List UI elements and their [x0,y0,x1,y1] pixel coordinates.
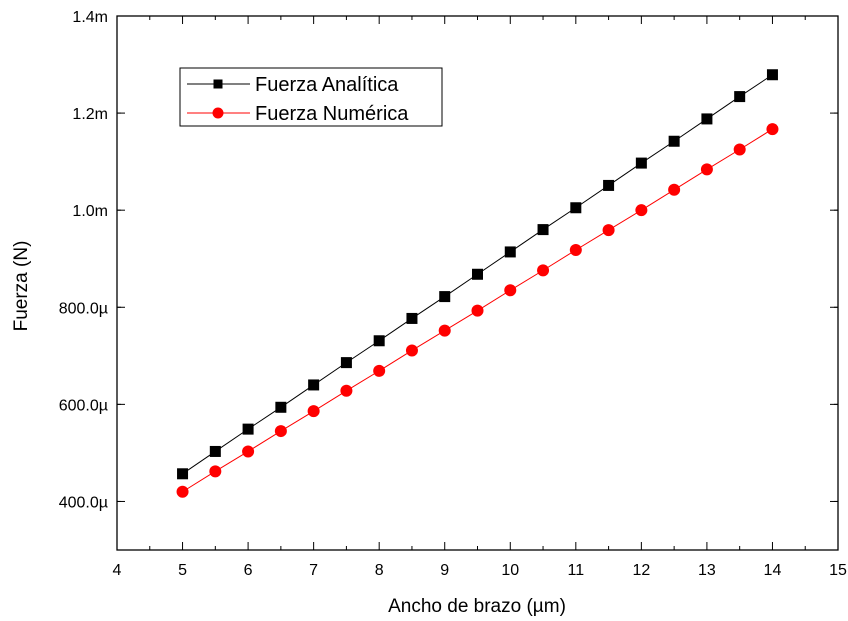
data-point-square [504,246,516,258]
data-point-square [570,202,582,214]
data-point-square [242,423,254,435]
x-tick-label: 15 [829,562,847,579]
x-tick-label: 4 [113,562,122,579]
x-tick-label: 7 [309,562,318,579]
data-point-square [537,224,549,236]
data-point-square [275,401,287,413]
x-tick-label: 11 [568,562,585,579]
legend-label-numerica: Fuerza Numérica [255,103,409,125]
data-point-circle [373,364,386,377]
x-axis-label: Ancho de brazo (µm) [388,596,566,617]
data-point-circle [274,425,287,438]
legend-box [179,67,443,127]
y-tick-label: 600.0µ [59,397,108,414]
x-tick-label: 5 [178,562,187,579]
data-point-circle [209,465,222,478]
data-point-circle [537,264,550,277]
legend-marker-analitica [213,79,223,89]
y-tick-label: 1.4m [72,9,108,26]
x-tick-label: 8 [375,562,384,579]
legend-label-analitica: Fuerza Analítica [255,74,399,96]
data-point-square [766,69,778,81]
data-point-square [340,357,352,369]
data-point-circle [504,284,517,297]
y-tick-label: 1.2m [72,106,108,123]
x-tick-label: 10 [501,562,519,579]
data-point-square [308,379,320,391]
data-point-circle [569,243,582,256]
legend-marker-numerica [212,107,224,119]
data-point-circle [176,485,189,498]
y-tick-label: 800.0µ [59,300,108,317]
data-point-square [734,91,746,103]
y-axis-label: Fuerza (N) [11,241,32,332]
data-point-circle [242,445,255,458]
data-point-circle [700,163,713,176]
data-point-square [701,113,713,125]
data-point-circle [668,183,681,196]
y-tick-label: 400.0µ [59,494,108,511]
legend: Fuerza Analítica Fuerza Numérica [179,67,443,127]
data-point-square [209,445,221,457]
data-point-circle [733,143,746,156]
data-point-square [635,157,647,169]
x-tick-label: 14 [764,562,782,579]
data-point-square [439,291,451,303]
x-tick-label: 9 [440,562,449,579]
data-point-square [472,268,483,280]
data-point-circle [307,405,320,418]
x-tick-label: 6 [244,562,253,579]
data-point-square [373,335,385,347]
data-point-square [603,179,615,191]
data-point-circle [602,224,615,237]
data-point-circle [438,324,451,337]
data-point-square [668,135,680,147]
data-point-circle [405,344,418,357]
data-point-circle [766,123,779,136]
x-tick-label: 13 [698,562,716,579]
data-point-square [177,468,189,480]
data-point-square [406,312,418,324]
x-tick-label: 12 [632,562,650,579]
data-point-circle [340,384,353,397]
data-point-circle [471,304,484,317]
data-point-circle [635,204,648,217]
y-tick-label: 1.0m [72,203,108,220]
